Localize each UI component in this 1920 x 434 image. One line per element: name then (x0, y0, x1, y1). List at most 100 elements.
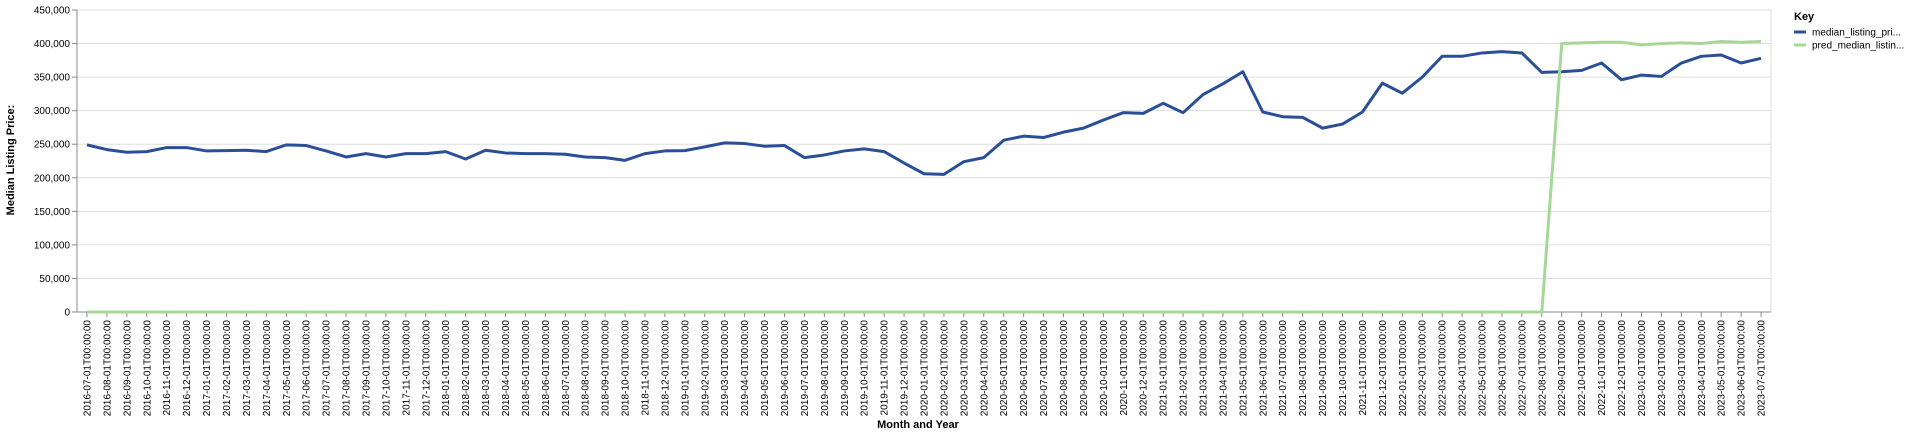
x-tick-label: 2019-10-01T00:00:00 (860, 320, 871, 417)
x-tick-label: 2022-09-01T00:00:00 (1557, 320, 1568, 417)
y-tick-label: 100,000 (34, 240, 71, 251)
x-tick-label: 2023-06-01T00:00:00 (1737, 320, 1748, 417)
x-tick-label: 2017-04-01T00:00:00 (262, 320, 273, 417)
plot-frame (76, 9, 1772, 313)
y-axis: 0 50,000 100,000 150,000 200,000 250,000 300,0… (34, 6, 78, 319)
x-tick-label: 2020-10-01T00:00:00 (1099, 320, 1110, 417)
x-tick-label: 2017-12-01T00:00:00 (421, 320, 432, 417)
y-tick-label: 250,000 (34, 140, 71, 151)
x-tick-label: 2017-10-01T00:00:00 (381, 320, 392, 417)
x-tick-label: 2021-10-01T00:00:00 (1338, 320, 1349, 417)
x-tick-label: 2017-07-01T00:00:00 (322, 320, 333, 417)
x-tick-label: 2018-08-01T00:00:00 (581, 320, 592, 417)
x-tick-label: 2018-07-01T00:00:00 (561, 320, 572, 417)
x-tick-label: 2017-05-01T00:00:00 (282, 320, 293, 417)
x-tick-label: 2018-02-01T00:00:00 (461, 320, 472, 417)
x-tick-label: 2022-04-01T00:00:00 (1458, 320, 1469, 417)
x-tick-label: 2017-09-01T00:00:00 (361, 320, 372, 417)
x-tick-label: 2021-08-01T00:00:00 (1298, 320, 1309, 417)
x-tick-label: 2023-04-01T00:00:00 (1697, 320, 1708, 417)
x-tick-label: 2020-04-01T00:00:00 (979, 320, 990, 417)
x-tick-label: 2019-06-01T00:00:00 (780, 320, 791, 417)
x-tick-label: 2020-09-01T00:00:00 (1079, 320, 1090, 417)
x-tick-label: 2021-01-01T00:00:00 (1159, 320, 1170, 417)
y-tick-label: 0 (64, 308, 70, 319)
x-tick-label: 2021-02-01T00:00:00 (1179, 320, 1190, 417)
x-tick-label: 2020-05-01T00:00:00 (999, 320, 1010, 417)
x-tick-label: 2018-04-01T00:00:00 (501, 320, 512, 417)
x-tick-label: 2022-10-01T00:00:00 (1577, 320, 1588, 417)
y-tick-label: 450,000 (34, 6, 71, 17)
x-tick-label: 2018-11-01T00:00:00 (640, 320, 651, 416)
x-tick-label: 2019-08-01T00:00:00 (820, 320, 831, 417)
x-tick-label: 2019-02-01T00:00:00 (700, 320, 711, 417)
x-tick-label: 2016-12-01T00:00:00 (182, 320, 193, 417)
series-line-2 (86, 40, 1762, 314)
x-tick-label: 2022-03-01T00:00:00 (1438, 320, 1449, 417)
x-tick-label: 2019-07-01T00:00:00 (800, 320, 811, 417)
y-tick-label: 400,000 (34, 39, 71, 50)
x-tick-label: 2019-03-01T00:00:00 (720, 320, 731, 417)
x-tick-label: 2023-07-01T00:00:00 (1757, 320, 1768, 417)
x-tick-label: 2016-11-01T00:00:00 (162, 320, 173, 416)
legend: Key median_listing_pri... pred_median_lis… (1794, 11, 1904, 52)
x-axis: 2016-07-01T00:00:00 2016-08-01T00:00:00 20… (77, 311, 1771, 417)
gridlines (76, 9, 1772, 313)
legend-title: Key (1794, 11, 1815, 23)
x-tick-label: 2023-01-01T00:00:00 (1637, 320, 1648, 417)
x-tick-label: 2019-05-01T00:00:00 (760, 320, 771, 417)
legend-label-2: pred_median_listin... (1812, 41, 1904, 52)
y-tick-label: 300,000 (34, 106, 71, 117)
x-tick-label: 2018-03-01T00:00:00 (481, 320, 492, 417)
x-tick-label: 2023-02-01T00:00:00 (1657, 320, 1668, 417)
x-tick-label: 2019-12-01T00:00:00 (900, 320, 911, 417)
x-tick-label: 2022-06-01T00:00:00 (1497, 320, 1508, 417)
x-tick-label: 2022-11-01T00:00:00 (1597, 320, 1608, 416)
x-tick-label: 2021-11-01T00:00:00 (1358, 320, 1369, 416)
x-tick-label: 2021-12-01T00:00:00 (1378, 320, 1389, 417)
x-tick-label: 2022-07-01T00:00:00 (1517, 320, 1528, 417)
x-tick-label: 2016-08-01T00:00:00 (102, 320, 113, 417)
x-tick-label: 2021-07-01T00:00:00 (1278, 320, 1289, 417)
series-lines (86, 40, 1762, 314)
x-tick-label: 2020-07-01T00:00:00 (1039, 320, 1050, 417)
x-tick-label: 2017-11-01T00:00:00 (401, 320, 412, 416)
x-tick-label: 2022-05-01T00:00:00 (1478, 320, 1489, 417)
x-tick-label: 2020-12-01T00:00:00 (1139, 320, 1150, 417)
x-tick-label: 2021-05-01T00:00:00 (1238, 320, 1249, 417)
x-tick-label: 2018-10-01T00:00:00 (621, 320, 632, 417)
x-tick-label: 2022-08-01T00:00:00 (1537, 320, 1548, 417)
x-tick-label: 2023-03-01T00:00:00 (1677, 320, 1688, 417)
x-tick-label: 2017-06-01T00:00:00 (302, 320, 313, 417)
x-tick-label: 2017-01-01T00:00:00 (202, 320, 213, 417)
x-tick-label: 2016-09-01T00:00:00 (122, 320, 133, 417)
x-tick-label: 2020-02-01T00:00:00 (939, 320, 950, 417)
x-tick-label: 2021-09-01T00:00:00 (1318, 320, 1329, 417)
x-tick-label: 2021-04-01T00:00:00 (1218, 320, 1229, 417)
x-tick-label: 2022-02-01T00:00:00 (1418, 320, 1429, 417)
x-tick-label: 2020-08-01T00:00:00 (1059, 320, 1070, 417)
y-tick-label: 200,000 (34, 173, 71, 184)
y-tick-label: 150,000 (34, 207, 71, 218)
x-tick-label: 2020-06-01T00:00:00 (1019, 320, 1030, 417)
x-tick-label: 2020-01-01T00:00:00 (920, 320, 931, 417)
x-tick-label: 2020-03-01T00:00:00 (959, 320, 970, 417)
x-tick-label: 2022-01-01T00:00:00 (1398, 320, 1409, 417)
x-tick-label: 2019-01-01T00:00:00 (680, 320, 691, 417)
series-line-1 (86, 50, 1762, 176)
x-tick-label: 2018-12-01T00:00:00 (660, 320, 671, 417)
x-tick-label: 2018-01-01T00:00:00 (441, 320, 452, 417)
x-tick-label: 2017-02-01T00:00:00 (222, 320, 233, 417)
x-tick-label: 2018-05-01T00:00:00 (521, 320, 532, 417)
x-tick-label: 2023-05-01T00:00:00 (1717, 320, 1728, 417)
x-tick-label: 2019-09-01T00:00:00 (840, 320, 851, 417)
y-tick-label: 350,000 (34, 73, 71, 84)
x-tick-label: 2020-11-01T00:00:00 (1119, 320, 1130, 416)
x-tick-label: 2016-10-01T00:00:00 (142, 320, 153, 417)
x-tick-label: 2018-09-01T00:00:00 (601, 320, 612, 417)
x-tick-label: 2018-06-01T00:00:00 (541, 320, 552, 417)
y-tick-label: 50,000 (39, 274, 70, 285)
x-tick-label: 2017-08-01T00:00:00 (342, 320, 353, 417)
x-tick-label: 2021-06-01T00:00:00 (1258, 320, 1269, 417)
